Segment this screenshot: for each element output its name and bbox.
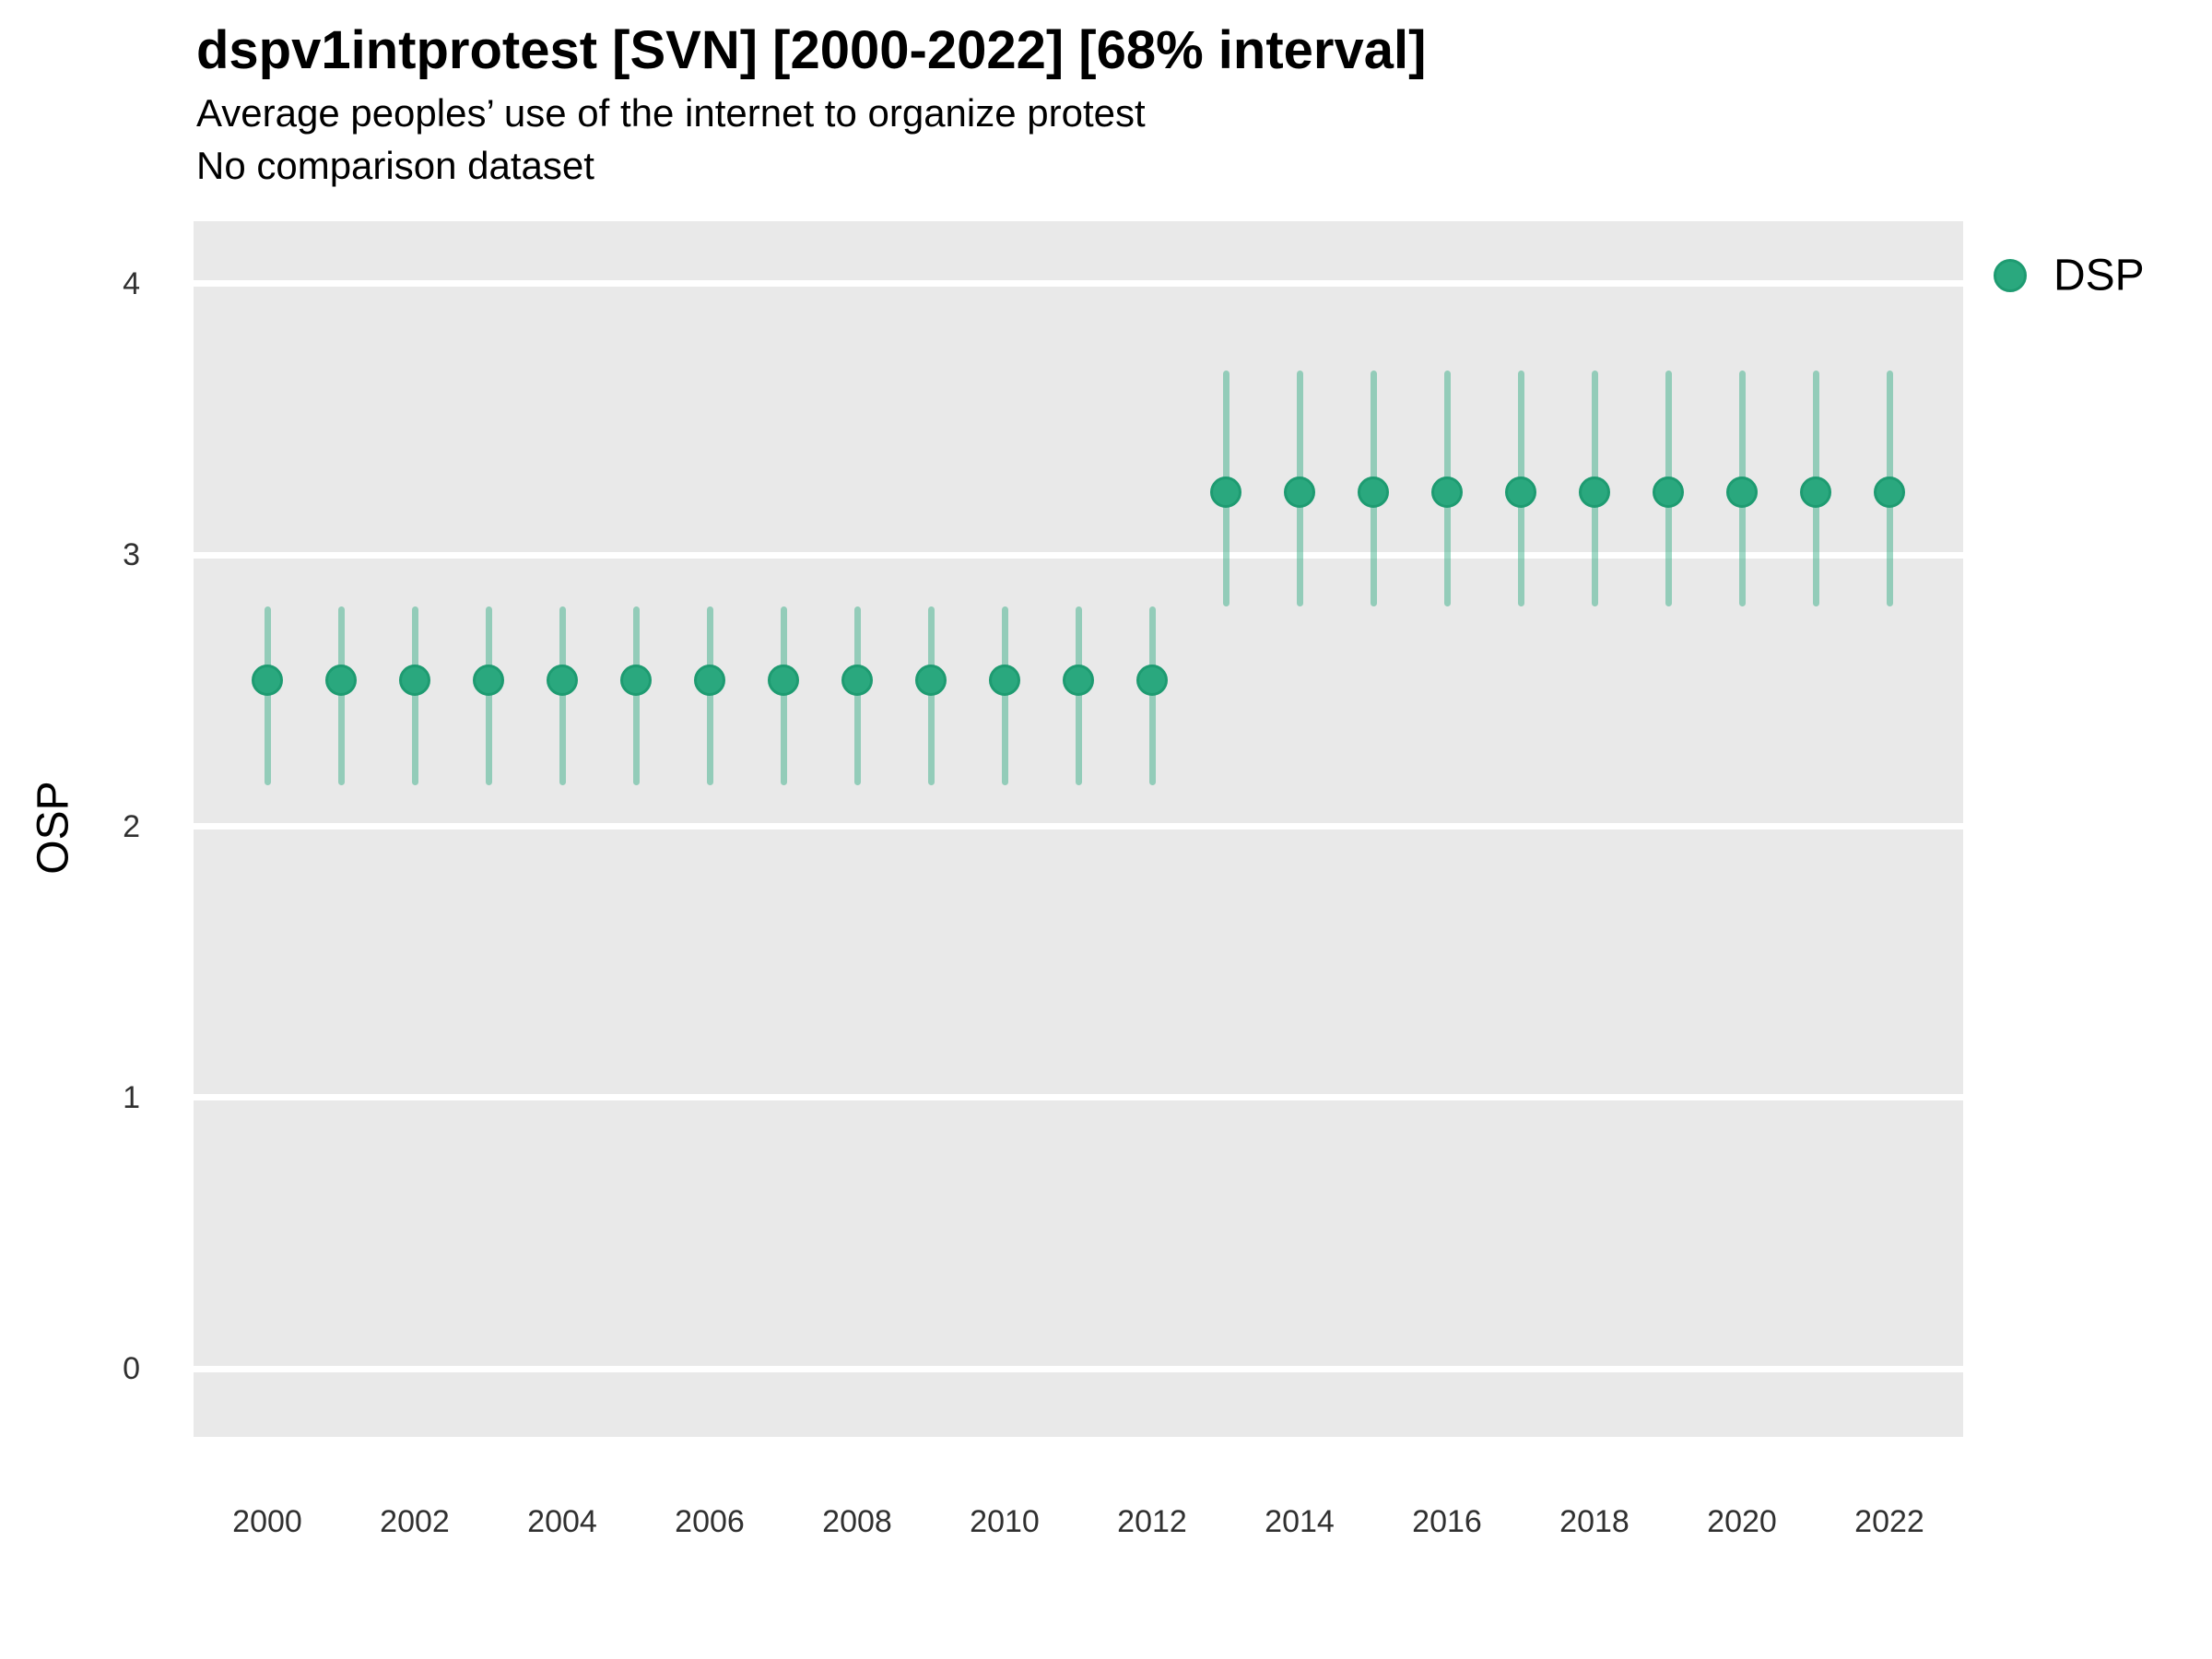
legend: DSP: [1978, 244, 2208, 309]
point-estimate-2002: [399, 664, 430, 696]
x-tick-label-2000: 2000: [232, 1504, 302, 1539]
x-tick-label-2010: 2010: [970, 1504, 1040, 1539]
x-tick-label-2012: 2012: [1117, 1504, 1187, 1539]
interval-bar-2004: [559, 606, 566, 786]
point-estimate-2022: [1874, 477, 1905, 509]
y-tick-label-3: 3: [123, 537, 140, 573]
x-tick-label-2022: 2022: [1854, 1504, 1924, 1539]
gridline-y-0: [194, 1365, 1963, 1372]
gridline-y-2: [194, 823, 1963, 830]
point-estimate-2012: [1136, 664, 1168, 696]
interval-bar-2008: [853, 606, 861, 786]
point-estimate-2016: [1431, 477, 1463, 509]
point-estimate-2019: [1653, 477, 1684, 509]
gridline-y-1: [194, 1094, 1963, 1101]
point-estimate-2001: [325, 664, 357, 696]
y-tick-label-2: 2: [123, 808, 140, 844]
x-tick-label-2014: 2014: [1265, 1504, 1335, 1539]
point-estimate-2004: [547, 664, 578, 696]
point-estimate-2018: [1579, 477, 1610, 509]
chart-title: dspv1intprotest [SVN] [2000-2022] [68% i…: [196, 20, 1427, 80]
point-estimate-2013: [1210, 477, 1241, 509]
x-tick-label-2004: 2004: [527, 1504, 597, 1539]
gridline-y-3: [194, 551, 1963, 559]
comparison-note: No comparison dataset: [196, 144, 594, 187]
interval-bar-2009: [927, 606, 935, 786]
interval-bar-2005: [632, 606, 640, 786]
y-tick-label-4: 4: [123, 265, 140, 301]
point-estimate-2008: [841, 664, 873, 696]
interval-bar-2012: [1148, 606, 1156, 786]
plot-panel: [194, 221, 1963, 1437]
point-estimate-2007: [768, 664, 799, 696]
point-estimate-2015: [1358, 477, 1389, 509]
point-estimate-2009: [915, 664, 947, 696]
x-tick-label-2008: 2008: [822, 1504, 892, 1539]
legend-marker-circle-icon: [1994, 259, 2027, 292]
interval-bar-2011: [1075, 606, 1082, 786]
interval-bar-2007: [780, 606, 787, 786]
interval-bar-2001: [337, 606, 345, 786]
point-estimate-2000: [252, 664, 283, 696]
gridline-y-4: [194, 280, 1963, 288]
x-tick-label-2018: 2018: [1559, 1504, 1630, 1539]
point-estimate-2011: [1063, 664, 1094, 696]
interval-bar-2000: [264, 606, 271, 786]
point-estimate-2017: [1505, 477, 1536, 509]
x-tick-label-2020: 2020: [1707, 1504, 1777, 1539]
point-estimate-2010: [989, 664, 1020, 696]
x-tick-label-2002: 2002: [380, 1504, 450, 1539]
interval-bar-2003: [485, 606, 492, 786]
x-tick-label-2016: 2016: [1412, 1504, 1482, 1539]
point-estimate-2005: [620, 664, 652, 696]
point-estimate-2021: [1800, 477, 1831, 509]
point-estimate-2014: [1284, 477, 1315, 509]
point-estimate-2020: [1726, 477, 1758, 509]
chart-subtitle: Average peoples’ use of the internet to …: [196, 91, 1146, 135]
interval-bar-2002: [411, 606, 418, 786]
point-estimate-2006: [694, 664, 725, 696]
y-tick-label-1: 1: [123, 1079, 140, 1115]
interval-bar-2010: [1001, 606, 1008, 786]
point-estimate-2003: [473, 664, 504, 696]
y-tick-label-0: 0: [123, 1351, 140, 1387]
x-tick-label-2006: 2006: [675, 1504, 745, 1539]
legend-label-dsp: DSP: [2053, 251, 2145, 300]
interval-bar-2006: [706, 606, 713, 786]
